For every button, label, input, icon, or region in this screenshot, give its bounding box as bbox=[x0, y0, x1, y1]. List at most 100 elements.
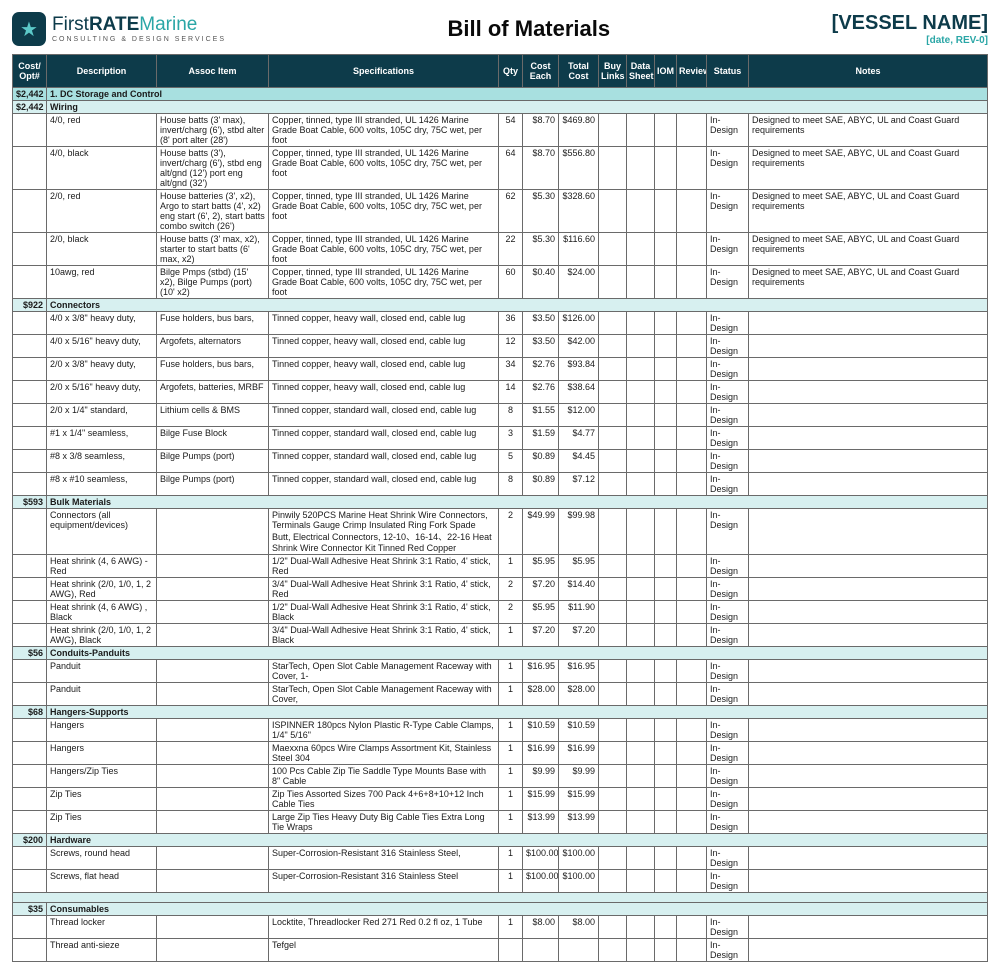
cell: $16.95 bbox=[523, 660, 559, 683]
table-row: #1 x 1/4" seamless,Bilge Fuse BlockTinne… bbox=[13, 427, 988, 450]
cell: $3.50 bbox=[523, 335, 559, 358]
cell bbox=[559, 939, 599, 962]
cell: $8.70 bbox=[523, 114, 559, 147]
blank-row bbox=[13, 893, 988, 903]
cell: StarTech, Open Slot Cable Management Rac… bbox=[269, 683, 499, 706]
cell bbox=[599, 450, 627, 473]
cell: In-Design bbox=[707, 719, 749, 742]
table-row: Thread lockerLocktite, Threadlocker Red … bbox=[13, 916, 988, 939]
cell bbox=[655, 427, 677, 450]
cell bbox=[749, 870, 988, 893]
table-row: Heat shrink (2/0, 1/0, 1, 2 AWG), Black3… bbox=[13, 624, 988, 647]
cell: Heat shrink (4, 6 AWG) , Black bbox=[47, 601, 157, 624]
table-row: Heat shrink (4, 6 AWG) , Black1/2" Dual-… bbox=[13, 601, 988, 624]
cell: Hangers/Zip Ties bbox=[47, 765, 157, 788]
cell: House batts (3' max), invert/charg (6'),… bbox=[157, 114, 269, 147]
cell bbox=[655, 788, 677, 811]
cell: 1 bbox=[499, 847, 523, 870]
cell bbox=[599, 742, 627, 765]
logo-word-first: First bbox=[52, 14, 89, 35]
cell bbox=[13, 939, 47, 962]
cell: $38.64 bbox=[559, 381, 599, 404]
cell: Tinned copper, standard wall, closed end… bbox=[269, 427, 499, 450]
table-row: HangersISPINNER 180pcs Nylon Plastic R-T… bbox=[13, 719, 988, 742]
logo-wordmark: FirstRATEMarine bbox=[52, 15, 226, 34]
cell bbox=[677, 473, 707, 496]
cell bbox=[627, 312, 655, 335]
cell: In-Design bbox=[707, 147, 749, 190]
cell bbox=[627, 266, 655, 299]
cell bbox=[13, 847, 47, 870]
cell bbox=[599, 335, 627, 358]
cell: $2.76 bbox=[523, 358, 559, 381]
cell bbox=[749, 509, 988, 555]
cell: In-Design bbox=[707, 765, 749, 788]
cell: Copper, tinned, type III stranded, UL 14… bbox=[269, 114, 499, 147]
cell: Screws, round head bbox=[47, 847, 157, 870]
cell bbox=[677, 114, 707, 147]
cell: In-Design bbox=[707, 788, 749, 811]
cell: Thread anti-sieze bbox=[47, 939, 157, 962]
cell: $15.99 bbox=[559, 788, 599, 811]
cell: ISPINNER 180pcs Nylon Plastic R-Type Cab… bbox=[269, 719, 499, 742]
cell: 62 bbox=[499, 190, 523, 233]
cell bbox=[599, 555, 627, 578]
cell: $7.20 bbox=[559, 624, 599, 647]
cell: Argofets, batteries, MRBF bbox=[157, 381, 269, 404]
cell: Tinned copper, heavy wall, closed end, c… bbox=[269, 381, 499, 404]
cell bbox=[655, 683, 677, 706]
section-header-sub: $68Hangers-Supports bbox=[13, 706, 988, 719]
cell bbox=[677, 916, 707, 939]
table-row: Zip TiesLarge Zip Ties Heavy Duty Big Ca… bbox=[13, 811, 988, 834]
cell bbox=[655, 114, 677, 147]
cell bbox=[655, 381, 677, 404]
cell bbox=[157, 683, 269, 706]
cell bbox=[677, 312, 707, 335]
cell: $24.00 bbox=[559, 266, 599, 299]
cell: $116.60 bbox=[559, 233, 599, 266]
cell: $3.50 bbox=[523, 312, 559, 335]
cell bbox=[749, 381, 988, 404]
cell bbox=[677, 601, 707, 624]
cell bbox=[599, 811, 627, 834]
cell: $28.00 bbox=[559, 683, 599, 706]
table-row: Screws, round headSuper-Corrosion-Resist… bbox=[13, 847, 988, 870]
cell bbox=[13, 742, 47, 765]
page-header: ★ FirstRATEMarine CONSULTING & DESIGN SE… bbox=[12, 12, 988, 46]
cell: Tinned copper, standard wall, closed end… bbox=[269, 473, 499, 496]
section-cost: $922 bbox=[13, 299, 47, 312]
section-cost: $593 bbox=[13, 496, 47, 509]
cell bbox=[655, 742, 677, 765]
cell bbox=[627, 381, 655, 404]
section-title: Bulk Materials bbox=[47, 496, 988, 509]
cell: 1/2" Dual-Wall Adhesive Heat Shrink 3:1 … bbox=[269, 555, 499, 578]
cell: 2 bbox=[499, 601, 523, 624]
cell bbox=[13, 266, 47, 299]
cell bbox=[677, 358, 707, 381]
cell: $7.20 bbox=[523, 578, 559, 601]
section-title: 1. DC Storage and Control bbox=[47, 88, 988, 101]
column-header: Status bbox=[707, 55, 749, 88]
cell bbox=[677, 233, 707, 266]
cell bbox=[627, 788, 655, 811]
cell bbox=[749, 404, 988, 427]
cell: 2 bbox=[499, 509, 523, 555]
cell bbox=[157, 788, 269, 811]
cell bbox=[627, 555, 655, 578]
section-header-sub: $922Connectors bbox=[13, 299, 988, 312]
cell bbox=[599, 233, 627, 266]
cell bbox=[749, 335, 988, 358]
cell: 12 bbox=[499, 335, 523, 358]
cell bbox=[13, 811, 47, 834]
cell bbox=[599, 916, 627, 939]
cell: Copper, tinned, type III stranded, UL 14… bbox=[269, 147, 499, 190]
cell bbox=[157, 660, 269, 683]
section-header-sub: $35Consumables bbox=[13, 903, 988, 916]
cell: Heat shrink (2/0, 1/0, 1, 2 AWG), Black bbox=[47, 624, 157, 647]
cell: Fuse holders, bus bars, bbox=[157, 312, 269, 335]
cell bbox=[627, 147, 655, 190]
cell: $9.99 bbox=[559, 765, 599, 788]
cell: $16.99 bbox=[559, 742, 599, 765]
table-row: 4/0 x 5/16" heavy duty,Argofets, alterna… bbox=[13, 335, 988, 358]
cell: House batts (3'), invert/charg (6'), stb… bbox=[157, 147, 269, 190]
